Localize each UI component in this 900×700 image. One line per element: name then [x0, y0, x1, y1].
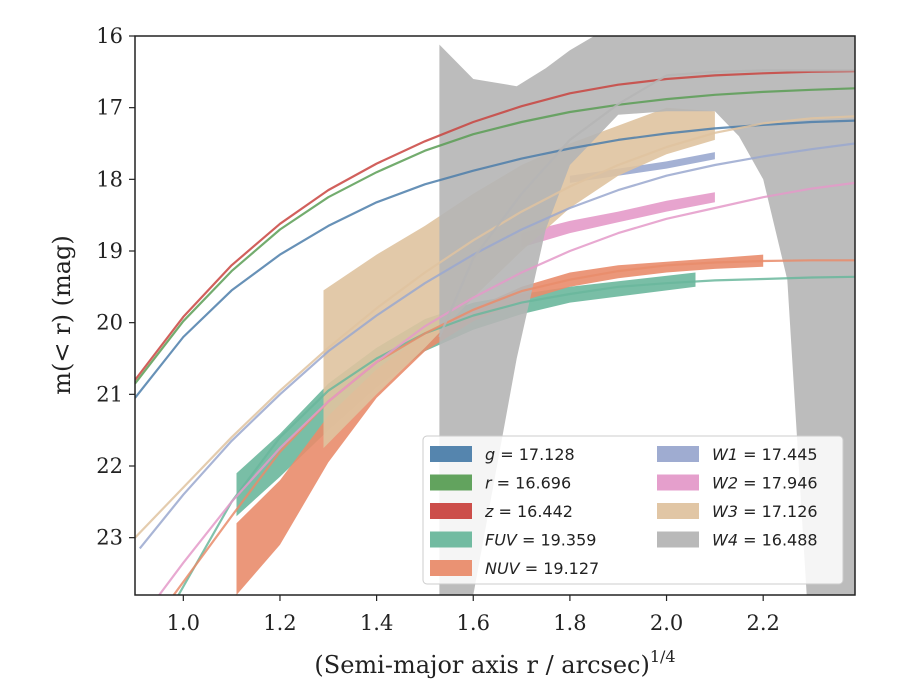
legend-swatch-w1: [657, 446, 699, 462]
legend-item-w4: W4 = 16.488: [657, 531, 818, 550]
legend-swatch-w2: [657, 474, 699, 491]
x-axis-label: (Semi-major axis r / arcsec): [314, 651, 649, 679]
legend-item-g: g = 17.128: [430, 445, 575, 464]
legend: g = 17.128 r = 16.696 z = 16.442 FUV = 19.3…: [422, 435, 844, 585]
y-tick-label: 16: [96, 24, 123, 48]
model-curves: [135, 69, 855, 595]
y-tick-label: 18: [96, 167, 123, 191]
legend-swatch-z: [430, 503, 472, 519]
y-axis-ticks: 16 17 18 19 20 21 22 23: [96, 24, 135, 550]
legend-swatch-w4: [657, 531, 699, 548]
legend-swatch-nuv: [430, 560, 472, 576]
legend-label-w3: W3 = 17.126: [712, 502, 818, 521]
legend-label-w1: W1 = 17.445: [712, 445, 818, 464]
x-tick-label: 2.0: [650, 611, 683, 635]
y-tick-label: 19: [96, 239, 123, 263]
legend-swatch-r: [430, 474, 472, 491]
line-w1: [138, 142, 855, 550]
uncertainty-bands: [236, 36, 855, 595]
band-w2: [521, 192, 715, 248]
legend-box: [422, 435, 844, 585]
x-axis-ticks: 1.0 1.2 1.4 1.6 1.8 2.0 2.2: [167, 595, 780, 635]
x-tick-label: 1.4: [360, 611, 393, 635]
x-tick-label: 1.8: [553, 611, 586, 635]
legend-swatch-fuv: [430, 531, 472, 548]
legend-label-z: z = 16.442: [484, 502, 573, 521]
y-tick-label: 20: [96, 311, 123, 335]
legend-item-w1: W1 = 17.445: [657, 445, 818, 464]
line-z: [135, 70, 855, 381]
line-fuv: [177, 275, 855, 595]
y-tick-label: 21: [96, 382, 123, 406]
legend-item-z: z = 16.442: [430, 502, 573, 521]
legend-item-w2: W2 = 17.946: [657, 474, 818, 493]
legend-label-g: g = 17.128: [485, 445, 575, 464]
y-tick-label: 23: [96, 526, 123, 550]
legend-label-w4: W4 = 16.488: [712, 531, 818, 550]
line-w2: [158, 181, 855, 595]
line-w4: [438, 69, 855, 338]
x-axis-title: (Semi-major axis r / arcsec)1/4: [314, 647, 675, 679]
y-tick-label: 22: [96, 454, 123, 478]
x-axis-exponent: 1/4: [650, 647, 676, 666]
x-tick-label: 2.2: [746, 611, 779, 635]
legend-swatch-w3: [657, 503, 699, 519]
band-w4: [439, 36, 855, 595]
legend-item-fuv: FUV = 19.359: [430, 531, 596, 550]
plot-frame: [134, 35, 856, 596]
y-tick-label: 17: [96, 96, 123, 120]
legend-swatch-g: [430, 446, 472, 462]
x-tick-label: 1.6: [457, 611, 490, 635]
line-r: [135, 87, 855, 385]
y-axis-label: m(< r) (mag): [48, 235, 76, 394]
legend-item-nuv: NUV = 19.127: [430, 559, 599, 578]
legend-label-fuv: FUV = 19.359: [485, 531, 596, 550]
x-tick-label: 1.2: [263, 611, 296, 635]
legend-label-r: r = 16.696: [485, 474, 571, 493]
legend-label-w2: W2 = 17.946: [712, 474, 818, 493]
line-nuv: [172, 259, 855, 595]
x-tick-label: 1.0: [167, 611, 200, 635]
legend-item-w3: W3 = 17.126: [657, 502, 818, 521]
line-g: [135, 119, 855, 399]
legend-item-r: r = 16.696: [430, 474, 571, 493]
legend-label-nuv: NUV = 19.127: [485, 559, 599, 578]
